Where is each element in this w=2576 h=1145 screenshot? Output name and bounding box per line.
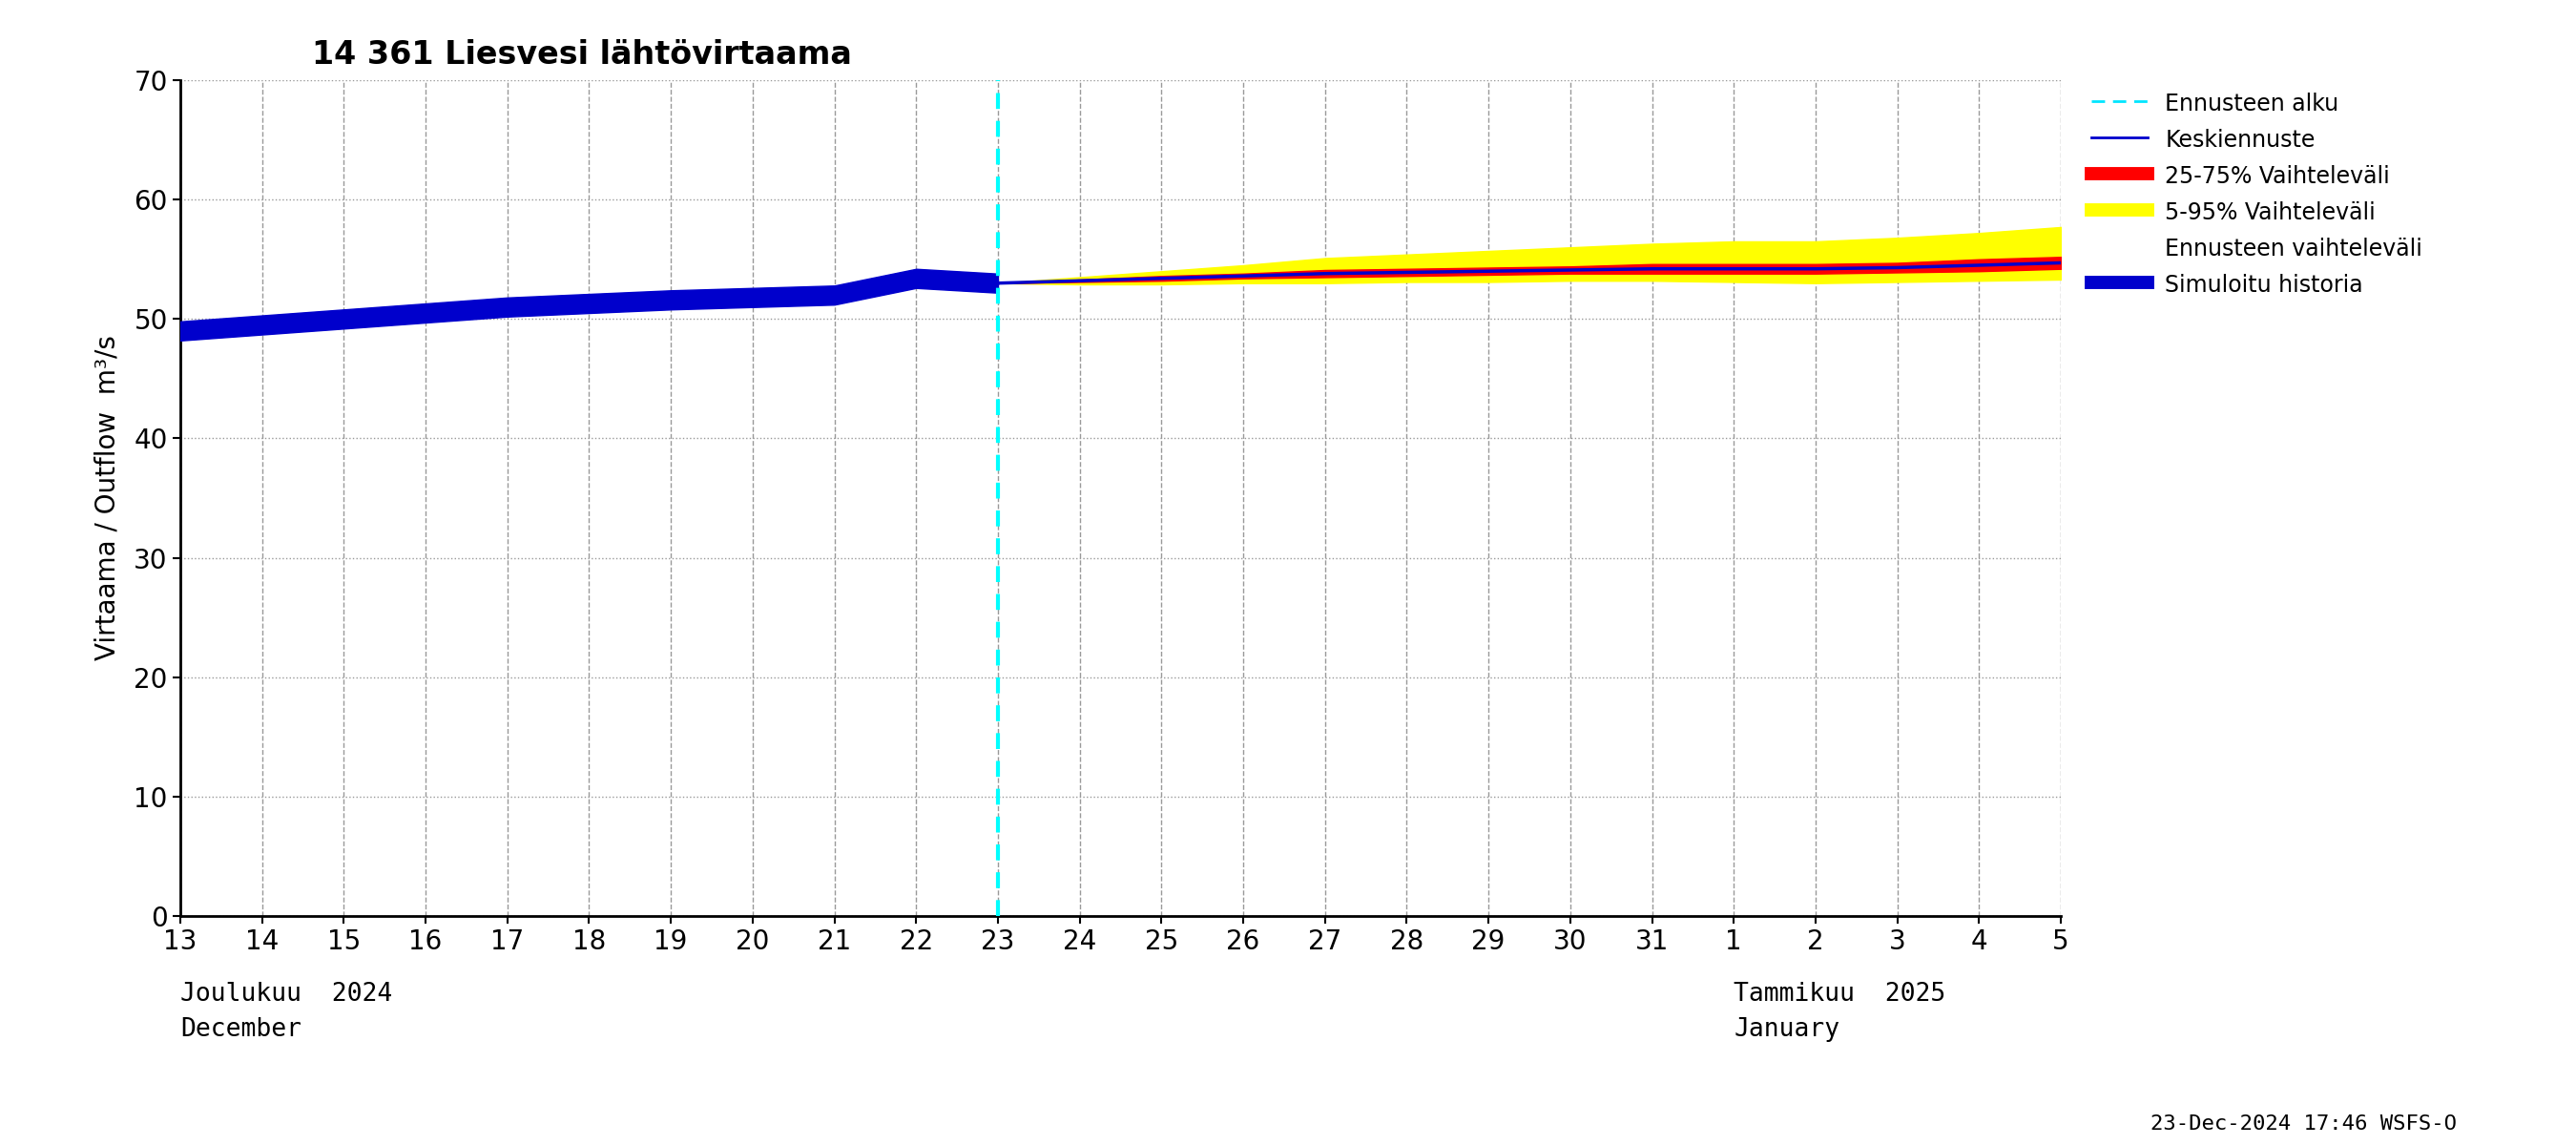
Text: January: January bbox=[1734, 1018, 1839, 1042]
Text: Joulukuu  2024: Joulukuu 2024 bbox=[180, 981, 392, 1006]
Text: Tammikuu  2025: Tammikuu 2025 bbox=[1734, 981, 1945, 1006]
Legend: Ennusteen alku, Keskiennuste, 25-75% Vaihteleväli, 5-95% Vaihteleväli, Ennusteen: Ennusteen alku, Keskiennuste, 25-75% Vai… bbox=[2092, 92, 2421, 297]
Text: 23-Dec-2024 17:46 WSFS-O: 23-Dec-2024 17:46 WSFS-O bbox=[2151, 1114, 2458, 1134]
Text: December: December bbox=[180, 1018, 301, 1042]
Text: 14 361 Liesvesi lähtövirtaama: 14 361 Liesvesi lähtövirtaama bbox=[312, 39, 853, 71]
Y-axis label: Virtaama / Outflow  m³/s: Virtaama / Outflow m³/s bbox=[93, 335, 121, 661]
